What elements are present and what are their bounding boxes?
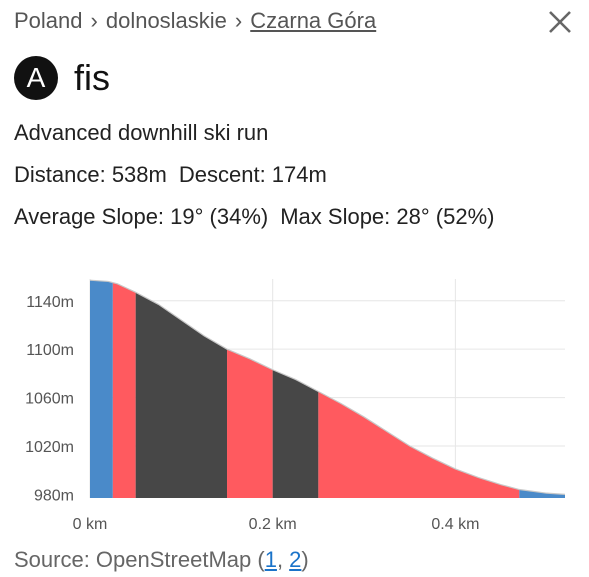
source-link-1[interactable]: 1 <box>264 547 277 572</box>
x-tick-label: 0.4 km <box>431 516 479 533</box>
source-link-2[interactable]: 2 <box>289 547 302 572</box>
distance-value: Distance: 538m <box>14 162 167 187</box>
elevation-profile-line <box>89 279 566 495</box>
y-tick-label: 980m <box>34 487 74 504</box>
max-slope-value: Max Slope: 28° (52%) <box>280 204 495 229</box>
source-comma: , <box>276 547 290 572</box>
breadcrumb-separator: › <box>90 8 98 33</box>
y-tick-label: 1100m <box>26 342 74 359</box>
page-title: fis <box>74 57 110 98</box>
y-tick-label: 1140m <box>26 294 74 311</box>
close-icon <box>549 11 571 33</box>
title-row: A fis <box>14 56 110 100</box>
source-attribution: Source: OpenStreetMap (1, 2) <box>14 547 309 573</box>
slope-segment-blue <box>90 280 113 498</box>
breadcrumb: Poland › dolnoslaskie › Czarna Góra <box>14 8 376 34</box>
source-prefix: Source: OpenStreetMap ( <box>14 547 265 572</box>
breadcrumb-region[interactable]: dolnoslaskie <box>105 8 227 33</box>
elevation-profile-chart: 980m 1020m 1060m 1100m 1140m 0 km 0.2 km 0.4 km <box>25 279 566 533</box>
average-slope-value: Average Slope: 19° (34%) <box>14 204 269 229</box>
slope-segment-dark <box>135 292 228 498</box>
slope-segment-dark <box>272 369 319 498</box>
y-tick-label: 1020m <box>25 439 74 456</box>
slope-segment-red <box>318 391 520 498</box>
slope-row: Average Slope: 19° (34%) Max Slope: 28° (… <box>14 204 494 230</box>
close-button[interactable] <box>546 8 574 36</box>
descent-value: Descent: 174m <box>178 162 327 187</box>
breadcrumb-separator: › <box>234 8 243 33</box>
source-suffix: ) <box>301 547 309 572</box>
slope-segment-red <box>227 349 273 498</box>
slope-segment-red <box>112 282 136 498</box>
x-tick-label: 0 km <box>73 516 108 533</box>
run-description: Advanced downhill ski run <box>14 120 269 145</box>
breadcrumb-resort-link[interactable]: Czarna Góra <box>250 8 377 33</box>
y-tick-label: 1060m <box>25 391 74 408</box>
breadcrumb-country[interactable]: Poland <box>14 8 83 33</box>
difficulty-badge: A <box>14 56 58 100</box>
distance-descent-row: Distance: 538m Descent: 174m <box>14 162 327 188</box>
x-tick-label: 0.2 km <box>249 516 297 533</box>
